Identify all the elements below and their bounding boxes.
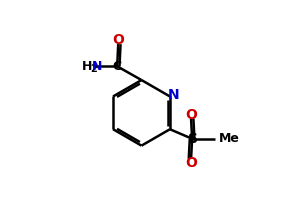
Text: S: S	[188, 132, 198, 146]
Text: N: N	[168, 88, 179, 102]
Text: O: O	[113, 33, 125, 47]
Text: N: N	[91, 60, 102, 73]
Text: O: O	[186, 156, 198, 170]
Text: 2: 2	[91, 64, 97, 74]
Text: O: O	[186, 108, 198, 122]
Text: Me: Me	[219, 132, 240, 145]
Text: C: C	[113, 60, 122, 73]
Text: H: H	[82, 60, 92, 73]
